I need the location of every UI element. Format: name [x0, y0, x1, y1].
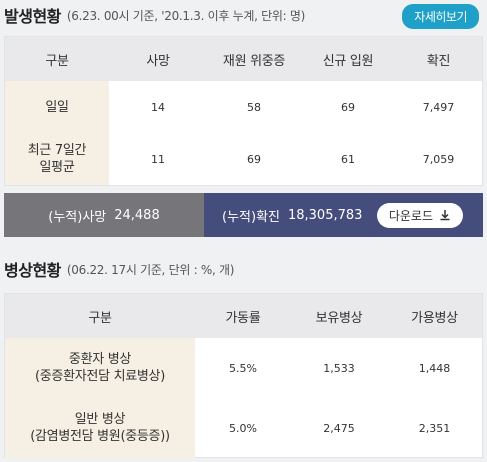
col-header: 보유병상: [291, 294, 387, 338]
table-cell: 5.5%: [229, 361, 257, 375]
beds-title: 병상현황: [4, 261, 61, 280]
col-header: 확진: [395, 37, 482, 81]
table-cell: 2,475: [323, 421, 355, 435]
beds-table: 구분 가동률 보유병상 가용병상 중환자 병상 (중증환자전담 치료병상) 5.…: [5, 294, 482, 458]
table-cell: 14: [151, 100, 165, 114]
row-label: 일반 병상 (감염병전담 병원(중등증)): [5, 398, 195, 458]
occurrence-title: 발생현황: [4, 7, 61, 26]
detail-button[interactable]: 자세히보기: [402, 4, 479, 29]
col-header: 재원 위중증: [207, 37, 301, 81]
col-header: 사망: [109, 37, 207, 81]
occurrence-header: 발생현황 (6.23. 00시 기준, '20.1.3. 이후 누계, 단위: …: [0, 0, 487, 30]
table-cell: 1,533: [323, 361, 355, 375]
download-button[interactable]: 다운로드: [376, 202, 463, 228]
occurrence-table-card: 구분 사망 재원 위중증 신규 입원 확진 일일 14 58 69 7,497 …: [4, 36, 483, 186]
table-cell: 5.0%: [229, 421, 257, 435]
download-icon: [440, 210, 450, 221]
download-label: 다운로드: [388, 208, 433, 223]
col-header: 가용병상: [387, 294, 482, 338]
table-cell: 69: [247, 152, 261, 166]
beds-table-card: 구분 가동률 보유병상 가용병상 중환자 병상 (중증환자전담 치료병상) 5.…: [4, 293, 483, 458]
table-cell: 11: [151, 152, 165, 166]
table-cell: 1,448: [418, 361, 451, 375]
occurrence-header-row: 구분 사망 재원 위중증 신규 입원 확진: [5, 37, 482, 81]
cumulative-deaths: (누적)사망 24,488: [4, 193, 204, 237]
cumulative-confirmed-value: 18,305,783: [287, 207, 363, 223]
beds-header-row: 구분 가동률 보유병상 가용병상: [5, 294, 482, 338]
cumulative-confirmed: (누적)확진 18,305,783 다운로드: [204, 193, 483, 237]
col-header: 신규 입원: [301, 37, 395, 81]
table-row: 중환자 병상 (중증환자전담 치료병상) 5.5% 1,533 1,448: [5, 338, 482, 398]
cumulative-deaths-value: 24,488: [114, 207, 160, 223]
col-header: 가동률: [195, 294, 291, 338]
beds-subtitle: (06.22. 17시 기준, 단위 : %, 개): [66, 262, 235, 277]
col-header: 구분: [5, 37, 109, 81]
occurrence-subtitle: (6.23. 00시 기준, '20.1.3. 이후 누계, 단위: 명): [66, 8, 306, 23]
beds-header: 병상현황 (06.22. 17시 기준, 단위 : %, 개): [0, 254, 487, 284]
table-row: 일일 14 58 69 7,497: [5, 81, 482, 133]
cumulative-deaths-label: (누적)사망: [48, 209, 107, 225]
row-label: 일일: [5, 81, 109, 133]
cumulative-bar: (누적)사망 24,488 (누적)확진 18,305,783 다운로드: [4, 193, 483, 237]
table-row: 일반 병상 (감염병전담 병원(중등증)) 5.0% 2,475 2,351: [5, 398, 482, 458]
row-label: 최근 7일간 일평균: [5, 133, 109, 185]
cumulative-confirmed-label: (누적)확진: [222, 209, 280, 225]
table-cell: 7,059: [422, 152, 455, 166]
table-cell: 69: [341, 100, 355, 114]
table-cell: 7,497: [422, 100, 455, 114]
row-label: 중환자 병상 (중증환자전담 치료병상): [5, 338, 195, 398]
occurrence-table: 구분 사망 재원 위중증 신규 입원 확진 일일 14 58 69 7,497 …: [5, 37, 482, 185]
table-cell: 58: [247, 100, 261, 114]
col-header: 구분: [5, 294, 195, 338]
table-row: 최근 7일간 일평균 11 69 61 7,059: [5, 133, 482, 185]
table-cell: 2,351: [418, 421, 451, 435]
table-cell: 61: [341, 152, 355, 166]
